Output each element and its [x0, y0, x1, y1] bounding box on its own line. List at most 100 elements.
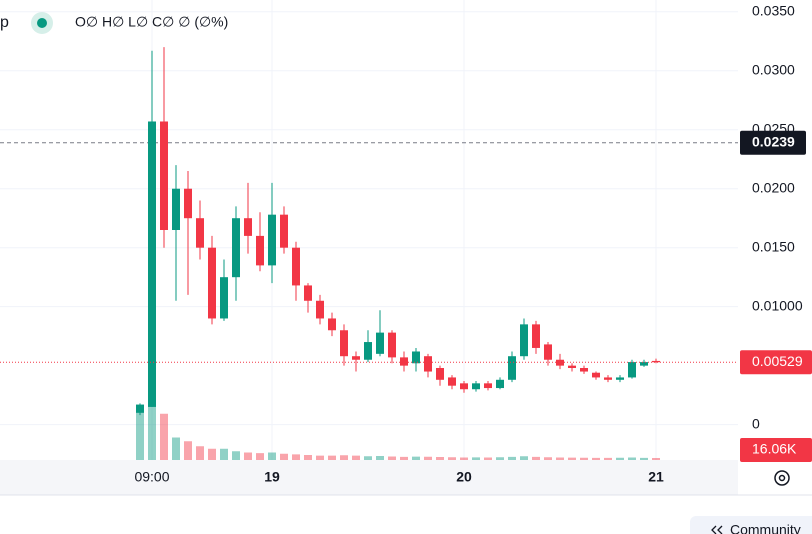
candle-body [592, 372, 600, 378]
candle-body [172, 188, 180, 230]
gear-outer [774, 470, 790, 486]
volume-bar [532, 456, 540, 460]
candle-body [352, 356, 360, 360]
volume-bar [292, 454, 300, 460]
chart-title: p [0, 14, 9, 31]
volume-bar [208, 448, 216, 460]
candle-body [148, 121, 156, 407]
volume-bar [496, 457, 504, 460]
volume-bar [472, 457, 480, 460]
volume-label: 16.06K [752, 441, 797, 457]
volume-bar [268, 452, 276, 460]
candle-body [256, 235, 264, 266]
candle-body [628, 362, 636, 378]
candle-body [232, 218, 240, 278]
volume-bar [436, 457, 444, 460]
volume-bar [136, 405, 144, 460]
volume-bar [340, 455, 348, 460]
volume-bar [400, 456, 408, 460]
candle-body [484, 383, 492, 389]
last-price-label: 0.00529 [752, 353, 803, 369]
x-tick-label: 19 [264, 469, 280, 485]
volume-bar [592, 457, 600, 460]
volume-bar [244, 452, 252, 460]
volume-bar [460, 457, 468, 460]
volume-bar [448, 457, 456, 460]
volume-bar [328, 455, 336, 460]
candle-body [532, 324, 540, 348]
volume-bar [256, 453, 264, 460]
candle-body [364, 342, 372, 360]
y-tick-label: 0.01000 [752, 297, 803, 313]
candle-body [280, 214, 288, 248]
price-line-label-bg [740, 130, 806, 155]
volume-bar [376, 456, 384, 460]
candle-body [616, 377, 624, 380]
volume-bar [508, 456, 516, 460]
candle-body [340, 330, 348, 357]
volume-bar [148, 365, 156, 460]
candle-body [568, 365, 576, 368]
gear-inner [778, 474, 786, 482]
volume-bar [364, 456, 372, 460]
ohlc-legend: O∅ H∅ L∅ C∅ ∅ (∅%) [75, 14, 228, 30]
volume-bar [604, 457, 612, 460]
volume-label-bg [740, 438, 812, 462]
candle-body [136, 404, 144, 413]
volume-bar [580, 457, 588, 460]
community-button[interactable]: Community [690, 516, 812, 534]
candle-body [448, 377, 456, 386]
volume-bar [484, 457, 492, 460]
volume-bar [628, 457, 636, 460]
volume-bar [280, 453, 288, 460]
candle-body [508, 356, 516, 380]
volume-bar [160, 413, 168, 460]
y-tick-label: 0 [752, 415, 760, 431]
candle-body [244, 218, 252, 236]
button-bg [690, 516, 812, 534]
candle-body [520, 324, 528, 357]
time-axis-background [0, 460, 738, 495]
candle-body [412, 351, 420, 364]
candle-body [400, 357, 408, 366]
candle-body [556, 359, 564, 366]
button-icon [711, 525, 723, 534]
y-tick-label: 0.0300 [752, 61, 795, 77]
candle-body [388, 332, 396, 358]
volume-bar [556, 457, 564, 460]
candle-body [376, 332, 384, 354]
x-tick-label: 20 [456, 469, 472, 485]
candle-body [544, 344, 552, 360]
volume-bar [412, 456, 420, 460]
candle-body [304, 285, 312, 301]
price-line-label: 0.0239 [752, 133, 795, 149]
candle-body [460, 383, 468, 390]
volume-bar [172, 437, 180, 460]
button-label: Community [730, 522, 801, 534]
candle-body [580, 368, 588, 372]
candle-body [472, 383, 480, 390]
candle-body [268, 214, 276, 266]
volume-bar [424, 456, 432, 460]
status-dot [37, 18, 47, 28]
candle-body [652, 360, 660, 363]
candle-body [328, 318, 336, 331]
candle-body [640, 362, 648, 366]
volume-bar [388, 456, 396, 460]
volume-bar [196, 446, 204, 460]
candle-body [196, 218, 204, 248]
candle-body [604, 377, 612, 380]
candle-body [208, 247, 216, 319]
volume-bar [184, 441, 192, 460]
volume-bar [316, 455, 324, 460]
volume-bar [544, 457, 552, 460]
candle-body [292, 247, 300, 286]
plot [0, 0, 738, 460]
settings-icon[interactable] [774, 470, 790, 486]
y-tick-label: 0.0150 [752, 238, 795, 254]
volume-bar [520, 456, 528, 460]
candle-body [160, 121, 168, 230]
y-tick-label: 0.0350 [752, 2, 795, 18]
y-tick-label: 0.0200 [752, 179, 795, 195]
